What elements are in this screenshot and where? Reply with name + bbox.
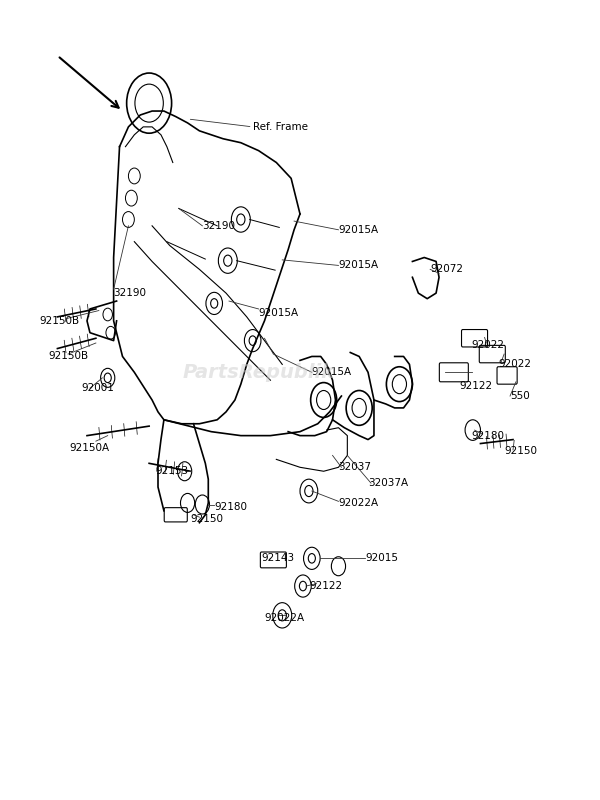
Text: 92122: 92122 (309, 581, 342, 591)
Text: 32190: 32190 (202, 221, 235, 231)
Text: 92022A: 92022A (265, 613, 305, 622)
Text: 92150: 92150 (191, 514, 224, 524)
Text: 92001: 92001 (81, 383, 114, 393)
Text: 92150: 92150 (504, 446, 537, 457)
Text: 92015A: 92015A (312, 367, 352, 378)
Text: 92022: 92022 (472, 339, 505, 350)
Text: PartsRepublik: PartsRepublik (182, 362, 335, 382)
Text: 92180: 92180 (214, 502, 247, 512)
Text: 92150A: 92150A (69, 442, 109, 453)
Text: 92015A: 92015A (338, 225, 379, 234)
Text: 92072: 92072 (430, 264, 463, 274)
Text: 92150B: 92150B (40, 316, 80, 326)
Text: 92015A: 92015A (338, 261, 379, 270)
Text: Ref. Frame: Ref. Frame (253, 122, 308, 132)
Text: 32037: 32037 (338, 462, 371, 472)
Text: 32190: 32190 (113, 288, 146, 298)
Text: 92153: 92153 (155, 466, 188, 476)
Text: 92015A: 92015A (259, 308, 299, 318)
Text: 92122: 92122 (460, 381, 493, 390)
Text: 92022A: 92022A (338, 498, 379, 508)
Text: 92180: 92180 (472, 430, 505, 441)
Text: 92022: 92022 (498, 359, 531, 370)
Text: 32037A: 32037A (368, 478, 408, 488)
Text: 92143: 92143 (262, 554, 295, 563)
Text: 92015: 92015 (365, 554, 398, 563)
Text: 92150B: 92150B (49, 351, 89, 362)
Text: 550: 550 (510, 391, 530, 401)
